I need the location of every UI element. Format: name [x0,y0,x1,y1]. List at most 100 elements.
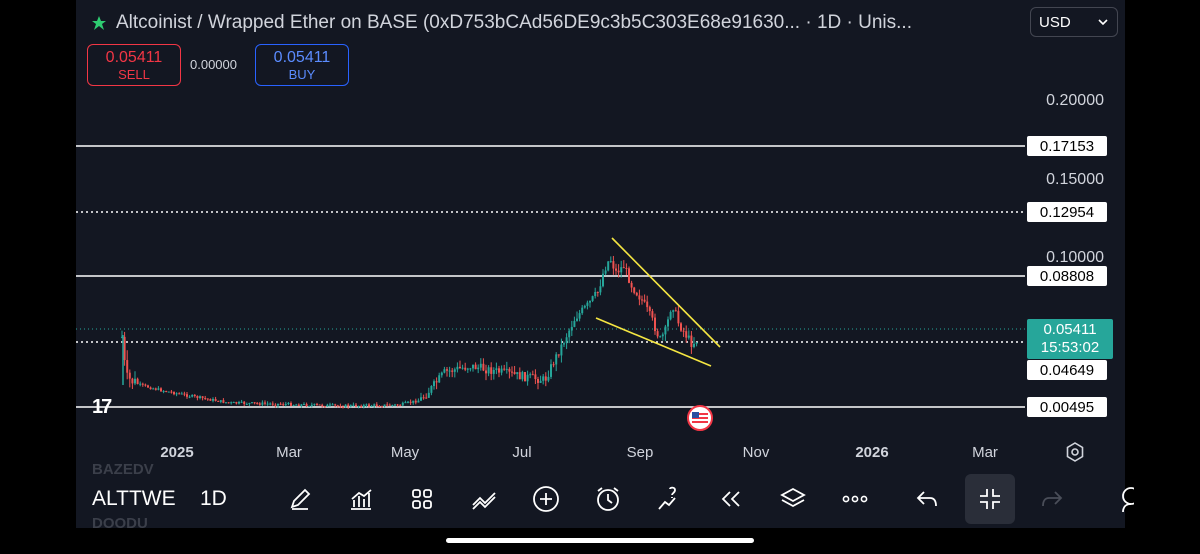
candle [264,402,266,404]
candle [310,404,313,406]
replay-icon[interactable] [714,482,748,516]
candle [240,401,243,403]
chart-title: Altcoinist / Wrapped Ether on BASE (0xD7… [116,12,912,33]
candle [534,374,537,380]
gear-icon[interactable] [1064,441,1086,463]
level-label[interactable]: 0.04649 [1027,360,1107,380]
candle [295,404,298,406]
candle [404,402,407,404]
account-icon[interactable] [1108,482,1142,516]
level-label[interactable]: 0.17153 [1027,136,1107,156]
candle [282,404,285,406]
add-icon[interactable] [529,482,563,516]
candle [412,400,415,403]
wedge-upper-line[interactable] [611,237,721,348]
candle [186,394,188,397]
candle [131,378,134,384]
candle [396,404,399,406]
candle [628,268,630,283]
candle [196,395,199,399]
x-tick: Sep [626,444,654,461]
interval-button[interactable]: 1D [200,487,227,510]
candle [339,405,342,408]
candle [128,372,131,379]
buy-button[interactable]: 0.05411 BUY [255,44,349,86]
candle [695,342,698,344]
candle [352,404,355,406]
candle [165,391,168,393]
candle [565,337,568,344]
redo-icon[interactable] [1035,482,1069,516]
candle [417,400,420,403]
prev-symbol[interactable]: BAZEDV [92,461,154,478]
candle [516,372,519,374]
idea-icon[interactable] [653,482,687,516]
candle [591,296,594,301]
candle [279,403,282,405]
candle [173,392,175,395]
candle [604,270,607,274]
level-label[interactable]: 0.08808 [1027,266,1107,286]
sell-button[interactable]: 0.05411 SELL [87,44,181,86]
wedge-lower-line[interactable] [595,317,712,367]
candle [477,367,480,370]
candle [625,268,628,270]
candle [368,404,370,407]
level-label[interactable]: 0.12954 [1027,202,1107,222]
candle [578,313,581,319]
buy-price: 0.05411 [273,48,331,66]
us-flag-icon[interactable] [687,405,713,431]
candle [633,287,636,293]
y-tick: 0.20000 [1046,92,1104,109]
candle [443,369,446,373]
candle [243,401,246,405]
candle [362,405,365,408]
exit-fullscreen-icon[interactable] [965,474,1015,524]
currency-select[interactable]: USD [1030,7,1118,37]
undo-icon[interactable] [910,482,944,516]
candle [682,330,685,332]
candle [287,402,290,405]
candle [451,370,454,372]
candle [269,403,272,405]
candle [154,388,157,390]
y-tick: 0.15000 [1046,171,1104,188]
alert-icon[interactable] [591,482,625,516]
buy-label: BUY [288,66,316,82]
candle [687,335,690,338]
candle [212,398,214,401]
candle [284,404,287,406]
more-icon[interactable] [838,482,872,516]
candle [383,404,386,407]
candle [347,404,350,407]
candle [134,378,136,384]
candle [381,406,383,408]
templates-icon[interactable] [405,482,439,516]
candle [214,398,217,401]
candle [316,403,318,405]
candle [607,261,610,271]
candle [386,404,389,406]
candle [453,369,456,372]
candle [555,354,558,365]
pen-icon[interactable] [283,482,317,516]
candle [388,404,391,406]
candle [474,364,477,370]
trend-line-icon[interactable] [467,482,501,516]
chart-title-bar[interactable]: Altcoinist / Wrapped Ether on BASE (0xD7… [90,10,1005,36]
indicators-icon[interactable] [344,482,378,516]
candle [570,326,573,331]
home-indicator[interactable] [446,538,754,543]
next-symbol[interactable]: DOODU [92,515,148,532]
level-label[interactable]: 0.00495 [1027,397,1107,417]
chart-area[interactable] [76,0,1125,470]
sell-label: SELL [118,66,150,82]
candle [648,307,651,312]
spread-value: 0.00000 [190,57,237,72]
sell-price: 0.05411 [105,48,163,66]
symbol-button[interactable]: ALTTWE [92,487,176,510]
token-logo-icon [92,16,106,30]
candle [217,400,220,402]
layers-icon[interactable] [776,482,810,516]
